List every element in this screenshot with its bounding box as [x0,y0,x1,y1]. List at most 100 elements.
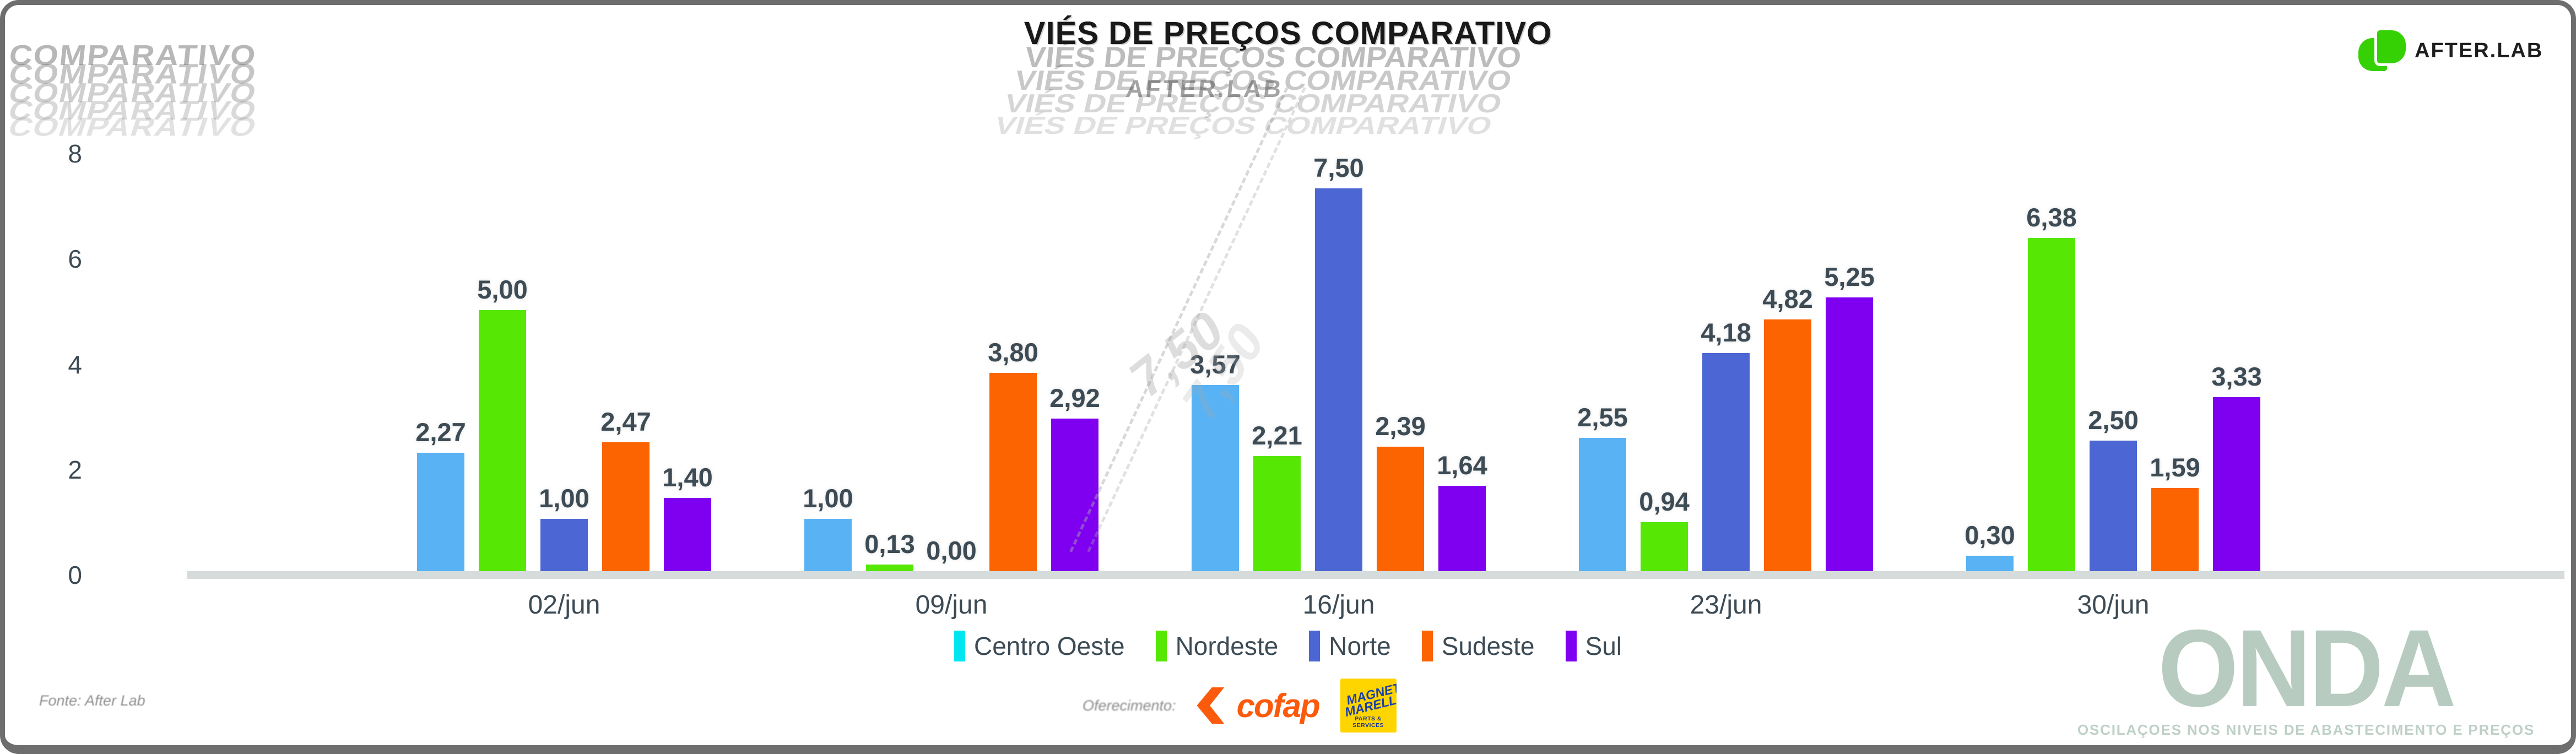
bar-value-label: 7,50 [1313,153,1364,182]
bar-column: 1,00 [803,153,853,571]
bar-value-label: 5,25 [1824,262,1875,291]
bar-centro-oeste [1192,385,1239,571]
y-axis-tick-2: 2 [68,455,82,484]
bar-value-label: 0,94 [1639,487,1690,516]
bar-column: 3,57 [1190,153,1241,571]
bar-nordeste [479,310,526,571]
bar-column: 4,82 [1762,153,1813,571]
bar-value-label: 2,21 [1252,421,1302,450]
bar-centro-oeste [804,519,852,571]
legend-item-norte: Norte [1309,631,1391,661]
bar-value-label: 2,92 [1049,383,1100,413]
bar-value-label: 4,82 [1762,284,1813,313]
bar-value-label: 3,57 [1190,350,1241,379]
bar-norte [540,519,588,571]
cofap-logo: cofap [1197,687,1321,725]
cofap-chevron-icon [1197,687,1225,724]
bar-sul [2213,397,2260,571]
bar-value-label: 1,64 [1437,451,1487,480]
bar-sul [664,498,711,571]
bar-value-label: 1,40 [662,463,713,492]
bar-column: 2,92 [1049,153,1100,571]
onda-watermark-subtitle: OSCILAÇOES NOS NIVEIS DE ABASTECIMENTO E… [2077,721,2535,738]
y-axis-tick-4: 4 [68,350,82,379]
legend-item-centro-oeste: Centro Oeste [954,631,1125,661]
bar-centro-oeste [1966,556,2014,571]
legend-label: Centro Oeste [974,632,1125,660]
bar-column: 1,00 [539,153,589,571]
bar-column: 0,30 [1965,153,2015,571]
bar-column: 2,39 [1375,153,1426,571]
x-axis-label-16/jun: 16/jun [1302,590,1375,620]
ghost-text-comparativo: COMPARATIVO [6,58,259,90]
ghost-title: VIÉS DE PREÇOS COMPARATIVO [991,111,1496,139]
bar-value-label: 2,47 [600,407,651,436]
legend-item-sul: Sul [1565,631,1622,661]
sponsors-row: Oferecimento: cofap MAGNETI MARELLI PART… [1083,677,1397,734]
legend-swatch-icon [1421,631,1433,661]
y-axis-tick-6: 6 [68,245,82,274]
bar-column: 5,25 [1824,153,1875,571]
legend-label: Norte [1329,632,1391,660]
x-axis-label-09/jun: 09/jun [915,590,988,620]
ghost-text-comparativo: COMPARATIVO [6,77,260,109]
x-axis-label-23/jun: 23/jun [1690,590,1762,620]
bar-sul [1051,419,1098,571]
y-axis-tick-8: 8 [68,139,82,168]
x-axis-label-30/jun: 30/jun [2077,590,2150,620]
ghost-text-comparativo: COMPARATIVO [4,112,262,142]
bar-column: 3,80 [988,153,1038,571]
page-title: VIÉS DE PREÇOS COMPARATIVO [1024,15,1552,51]
legend-swatch-icon [1565,631,1577,661]
bar-group-16/jun: 3,57 2,21 7,50 2,39 1,64 [1190,153,1487,571]
bar-value-label: 2,55 [1577,403,1628,432]
bar-nordeste [1641,522,1688,571]
bar-value-label: 2,50 [2088,405,2139,435]
bar-value-label: 2,39 [1375,411,1426,441]
bar-column: 2,27 [415,153,466,571]
x-axis-baseline [187,571,2564,579]
bar-sul [1438,486,1486,571]
bar-norte [1702,353,1750,571]
bar-nordeste [2028,238,2075,571]
chart-legend: Centro Oeste Nordeste Norte Sudeste Sul [5,631,2571,661]
source-note: Fonte: After Lab [39,692,145,709]
legend-item-nordeste: Nordeste [1155,631,1279,661]
bar-norte [2090,441,2137,571]
magneti-marelli-logo: MAGNETI MARELLI PARTS & SERVICES [1340,679,1397,733]
legend-label: Nordeste [1175,632,1279,660]
afterlab-leaf-icon [2358,27,2406,74]
bar-value-label: 4,18 [1701,318,1751,347]
legend-label: Sul [1585,632,1622,660]
bar-sudeste [2151,488,2199,571]
legend-swatch-icon [954,631,965,661]
bar-value-label: 6,38 [2026,203,2077,232]
bar-value-label: 0,00 [926,536,977,565]
bar-value-label: 3,33 [2211,362,2262,391]
bar-value-label: 1,59 [2150,453,2200,482]
x-axis-label-02/jun: 02/jun [528,590,600,620]
bar-sudeste [1764,319,1811,571]
bar-nordeste [866,565,913,571]
bar-value-label: 5,00 [477,275,528,304]
cofap-logo-text: cofap [1236,687,1321,724]
bar-column: 7,50 [1313,153,1364,571]
bar-sudeste [602,442,650,571]
bar-value-label: 0,30 [1965,520,2015,550]
bar-value-label: 1,00 [539,484,589,513]
bar-column: 2,21 [1252,153,1302,571]
bar-column: 1,64 [1437,153,1487,571]
bar-centro-oeste [1579,438,1626,571]
bar-column: 2,47 [600,153,651,571]
legend-swatch-icon [1155,631,1167,661]
afterlab-logo-text: AFTER.LAB [2415,39,2543,62]
bar-group-02/jun: 2,27 5,00 1,00 2,47 1,40 [415,153,713,571]
bar-centro-oeste [417,453,464,571]
bar-value-label: 1,00 [803,484,853,513]
bar-column: 0,00 [926,153,977,571]
bar-column: 0,94 [1639,153,1690,571]
bar-column: 4,18 [1701,153,1751,571]
ghost-text-comparativo: COMPARATIVO [5,95,261,126]
bar-group-23/jun: 2,55 0,94 4,18 4,82 5,25 [1577,153,1875,571]
